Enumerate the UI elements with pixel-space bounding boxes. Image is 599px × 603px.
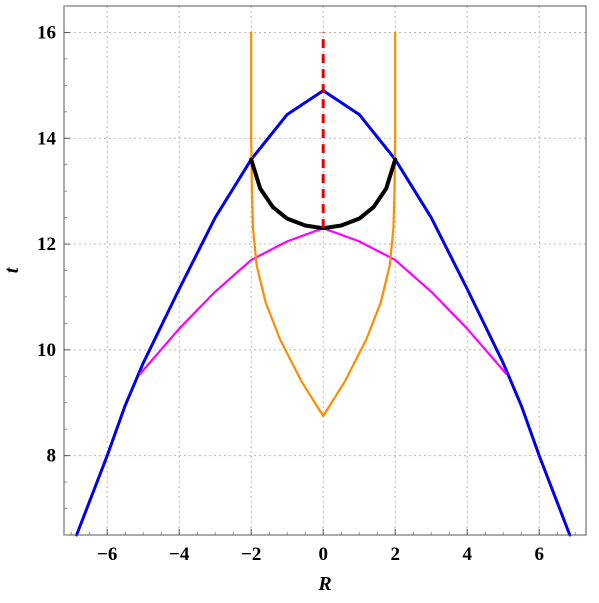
y-tick-label: 16 <box>37 22 56 43</box>
x-tick-label: 6 <box>534 544 544 565</box>
series-group <box>75 31 572 537</box>
x-tick-label: −6 <box>97 544 117 565</box>
grid-lines <box>64 6 586 535</box>
x-tick-label: −2 <box>241 544 261 565</box>
y-axis-label: t <box>1 266 23 273</box>
x-tick-label: 4 <box>462 544 472 565</box>
x-axis-label: R <box>317 573 331 595</box>
orange-curve <box>250 31 397 418</box>
y-tick-label: 10 <box>37 340 56 361</box>
x-tick-label: −4 <box>169 544 190 565</box>
y-tick-label: 8 <box>47 446 57 467</box>
x-tick-label: 0 <box>318 544 328 565</box>
ticks: −6 −4 −2 0 2 4 6 8 10 12 14 16 <box>37 5 576 565</box>
y-tick-label: 14 <box>37 128 57 149</box>
x-tick-label: 2 <box>390 544 400 565</box>
y-tick-label: 12 <box>37 234 56 255</box>
